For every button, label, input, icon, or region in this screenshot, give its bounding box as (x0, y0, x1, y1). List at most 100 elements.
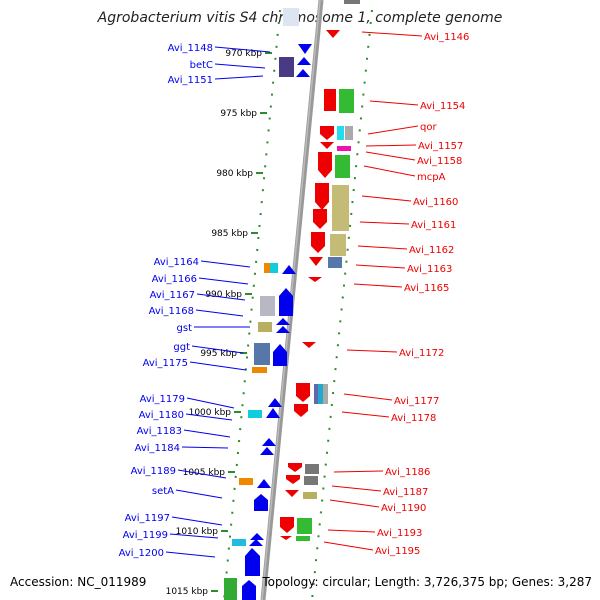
leader-line (181, 446, 229, 449)
leader-line (214, 46, 271, 53)
gene-label: Avi_1183 (137, 426, 182, 437)
gene-label: Avi_1197 (125, 513, 170, 524)
gene-label: Avi_1168 (149, 306, 194, 317)
gene-label: ggt (173, 342, 190, 353)
feature-arrow (249, 539, 263, 546)
feature-arrow (296, 383, 310, 402)
feature-arrow (262, 438, 276, 446)
feature-arrow (286, 475, 300, 484)
leader-line (185, 413, 233, 421)
gene-label: Avi_1186 (385, 467, 430, 478)
gene-label: Avi_1157 (418, 141, 463, 152)
feature-arrow (313, 209, 327, 229)
leader-line (169, 533, 219, 539)
leader-line (329, 499, 380, 508)
gene-label: Avi_1161 (411, 220, 456, 231)
feature-arrow (298, 44, 312, 54)
tick-label: 995 kbp (200, 349, 237, 359)
feature-arrow (276, 318, 290, 325)
gene-label: Avi_1154 (420, 101, 465, 112)
feature-block (232, 539, 246, 546)
feature-arrow (260, 447, 274, 455)
feature-arrow (276, 326, 290, 333)
leader-line (195, 309, 244, 317)
leader-line (359, 221, 410, 225)
gene-label: Avi_1177 (394, 396, 439, 407)
gene-label: qor (420, 122, 437, 133)
gene-label: Avi_1163 (407, 264, 452, 275)
leader-line (365, 151, 416, 161)
gene-label: Avi_1179 (140, 394, 185, 405)
feature-arrow (280, 536, 292, 540)
feature-arrow (242, 580, 256, 600)
leader-line (175, 489, 223, 499)
leader-line (367, 125, 419, 135)
leader-line (186, 397, 235, 409)
leader-line (165, 551, 216, 558)
feature-block (258, 322, 272, 332)
feature-block (337, 126, 344, 140)
gene-label: Avi_1160 (413, 197, 458, 208)
leader-line (355, 264, 406, 269)
feature-arrow (280, 517, 294, 533)
leader-line (353, 283, 403, 288)
leader-line (331, 485, 382, 492)
gene-label: betC (190, 60, 213, 71)
left-gene-labels: Avi_1148 betC Avi_1151 Avi_1164 Avi_1166 Avi_… (119, 43, 271, 559)
tick-label: 970 kbp (225, 49, 262, 59)
tick-label: 1010 kbp (176, 527, 219, 537)
gene-label: Avi_1175 (143, 358, 188, 369)
feature-arrow (320, 126, 334, 140)
gene-label: Avi_1162 (409, 245, 454, 256)
feature-block (297, 518, 312, 534)
gene-label: Avi_1193 (377, 528, 422, 539)
feature-block (305, 464, 319, 474)
leader-line (214, 63, 266, 69)
feature-block (296, 536, 310, 541)
feature-block (283, 8, 299, 26)
feature-arrow (266, 408, 280, 418)
tick-label: 1005 kbp (183, 468, 226, 478)
gene-label: Avi_1146 (424, 32, 469, 43)
feature-block (323, 384, 328, 404)
feature-arrow (297, 57, 311, 65)
leader-line (346, 349, 398, 353)
leader-line (327, 529, 376, 533)
tick-label: 990 kbp (205, 290, 242, 300)
gene-label: Avi_1189 (131, 466, 176, 477)
leader-line (343, 393, 393, 401)
tick-label: 985 kbp (211, 229, 248, 239)
feature-block (303, 492, 317, 499)
feature-block (224, 578, 237, 600)
forward-features (224, 8, 312, 600)
gene-label: gst (177, 323, 193, 334)
feature-arrow (296, 69, 310, 77)
leader-line (369, 100, 419, 106)
leader-line (191, 345, 244, 354)
gene-label: Avi_1158 (417, 156, 462, 167)
tick-label: 975 kbp (220, 109, 257, 119)
gene-label: Avi_1165 (404, 283, 449, 294)
feature-arrow (308, 277, 322, 282)
leader-line (323, 541, 374, 551)
feature-arrow (318, 152, 332, 178)
gene-label: Avi_1184 (135, 443, 180, 454)
leader-line (189, 361, 247, 371)
gene-label: Avi_1151 (168, 75, 213, 86)
feature-block (344, 0, 360, 4)
feature-arrow (245, 548, 260, 576)
tick-label: 1000 kbp (189, 408, 232, 418)
gene-label: Avi_1200 (119, 548, 164, 559)
feature-block (339, 89, 354, 113)
feature-block (304, 476, 318, 485)
feature-block (314, 384, 318, 404)
genome-summary: Topology: circular; Length: 3,726,375 bp… (262, 575, 592, 589)
feature-arrow (268, 398, 282, 407)
gene-label: Avi_1172 (399, 348, 444, 359)
leader-line (333, 470, 384, 473)
feature-block (248, 410, 262, 418)
feature-block (318, 384, 323, 404)
leader-line (214, 75, 264, 80)
gene-label: Avi_1187 (383, 487, 428, 498)
